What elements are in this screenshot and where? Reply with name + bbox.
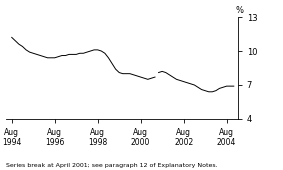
Text: Series break at April 2001; see paragraph 12 of Explanatory Notes.: Series break at April 2001; see paragrap… [6, 163, 217, 168]
Text: %: % [235, 6, 243, 15]
